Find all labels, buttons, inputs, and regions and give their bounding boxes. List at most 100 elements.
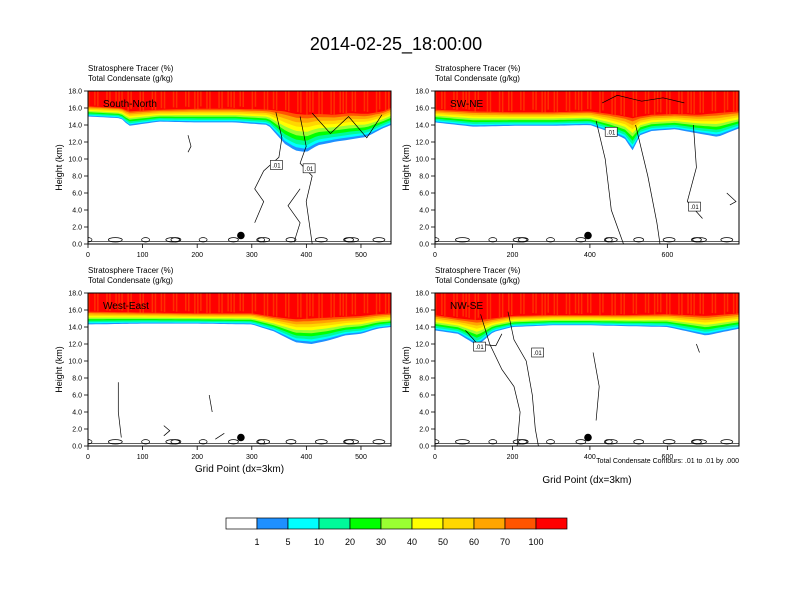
tracer-streak	[511, 91, 513, 112]
tracer-streak	[297, 293, 299, 318]
panel-title-line: Stratosphere Tracer (%)	[435, 64, 521, 73]
tracer-streak	[656, 293, 659, 312]
contour-line	[595, 120, 624, 244]
tracer-streak	[206, 91, 208, 109]
y-tick-label: 10.0	[68, 359, 82, 366]
tracer-streak	[666, 293, 668, 315]
contour-line	[163, 425, 171, 437]
tracer-streak	[723, 91, 726, 114]
tracer-streak	[375, 91, 378, 113]
tracer-streak	[681, 293, 683, 315]
tracer-streak	[508, 91, 510, 111]
tracer-streak	[711, 91, 714, 112]
y-tick-label: 12.0	[68, 140, 82, 147]
tracer-streak	[378, 91, 381, 110]
contour-label: .01	[531, 347, 544, 358]
tracer-streak	[345, 293, 348, 317]
x-tick-label: 600	[662, 252, 674, 259]
tracer-streak	[587, 293, 589, 313]
tracer-streak	[339, 91, 341, 113]
tracer-streak	[300, 293, 302, 318]
colorbar-label: 60	[469, 537, 479, 547]
tracer-streak	[388, 91, 390, 110]
tracer-streak	[632, 91, 635, 117]
contour-blob	[256, 439, 266, 445]
contour-blob	[546, 439, 555, 445]
tracer-streak	[511, 293, 513, 316]
tracer-streak	[233, 91, 235, 108]
tracer-streak	[508, 293, 510, 315]
contour-label-text: .01	[272, 163, 281, 169]
tracer-streak	[590, 293, 592, 314]
panel-title-line: Total Condensate (g/kg)	[435, 276, 520, 285]
tracer-streak	[197, 91, 199, 110]
tracer-streak	[736, 91, 738, 112]
x-tick-label: 300	[246, 252, 258, 259]
colorbar-swatch	[380, 517, 413, 530]
tracer-streak	[477, 293, 480, 318]
tracer-streak	[121, 91, 123, 107]
tracer-streak	[209, 91, 211, 109]
colorbar-label: 50	[438, 537, 448, 547]
tracer-streak	[678, 293, 680, 315]
tracer-streak	[275, 293, 278, 317]
y-tick-label: 18.0	[415, 89, 429, 96]
y-tick-label: 8.0	[72, 174, 82, 181]
y-tick-label: 4.0	[72, 208, 82, 215]
y-tick-label: 4.0	[419, 208, 429, 215]
y-tick-label: 2.0	[419, 427, 429, 434]
tracer-streak	[547, 293, 549, 313]
tracer-streak	[556, 293, 559, 316]
tracer-streak	[590, 91, 592, 110]
colorbar-swatch	[442, 517, 475, 530]
y-tick-label: 16.0	[415, 308, 429, 315]
contour-line	[287, 188, 301, 243]
contour-blob	[198, 237, 208, 243]
tracer-streak	[251, 293, 254, 314]
contour-blob	[546, 237, 555, 243]
tracer-streak	[602, 293, 604, 313]
tracer-streak	[580, 91, 583, 111]
panel-south-north: .01 .01 South-North Stratosphere Tracer (%)…	[54, 64, 392, 259]
tracer-streak	[474, 91, 476, 112]
tracer-streak	[693, 293, 695, 315]
contour-label-box	[604, 127, 618, 137]
tracer-streak	[547, 91, 549, 110]
x-tick-label: 200	[191, 252, 203, 259]
tracer-streak	[366, 91, 369, 112]
tracer-streak	[453, 91, 455, 109]
tracer-streak	[206, 293, 208, 313]
contour-line	[592, 352, 600, 421]
tracer-streak	[611, 293, 613, 316]
tracer-streak	[669, 91, 671, 115]
tracer-streak	[121, 293, 123, 311]
colorbar-swatch	[473, 517, 506, 530]
tracer-streak	[574, 293, 577, 314]
tracer-streak	[309, 293, 311, 317]
tracer-streak	[285, 91, 287, 110]
contour-blob	[633, 237, 645, 243]
tracer-streak	[465, 293, 467, 318]
tracer-streak	[239, 91, 241, 107]
contour-line	[602, 94, 685, 104]
tracer-streak	[300, 91, 302, 113]
contour-label: .01	[688, 201, 701, 212]
tracer-streak	[486, 293, 489, 320]
contour-label: .01	[302, 163, 316, 174]
tracer-streak	[602, 91, 604, 111]
colorbar: 1 5 10 20 30 40 50 60 70 100	[225, 517, 568, 547]
tracer-streak	[678, 91, 680, 114]
x-tick-label: 500	[355, 252, 367, 259]
tracer-streak	[623, 293, 625, 315]
tracer-streak	[453, 293, 455, 317]
tracer-streak	[97, 91, 99, 107]
contour-blob	[372, 439, 386, 445]
tracer-streak	[599, 91, 601, 114]
contour-blob	[257, 439, 271, 445]
tracer-streak	[221, 91, 223, 109]
tracer-streak	[163, 293, 166, 312]
tracer-streak	[263, 293, 266, 316]
tracer-streak	[254, 293, 257, 312]
tracer-streak	[599, 293, 601, 316]
tracer-streak	[233, 293, 235, 313]
